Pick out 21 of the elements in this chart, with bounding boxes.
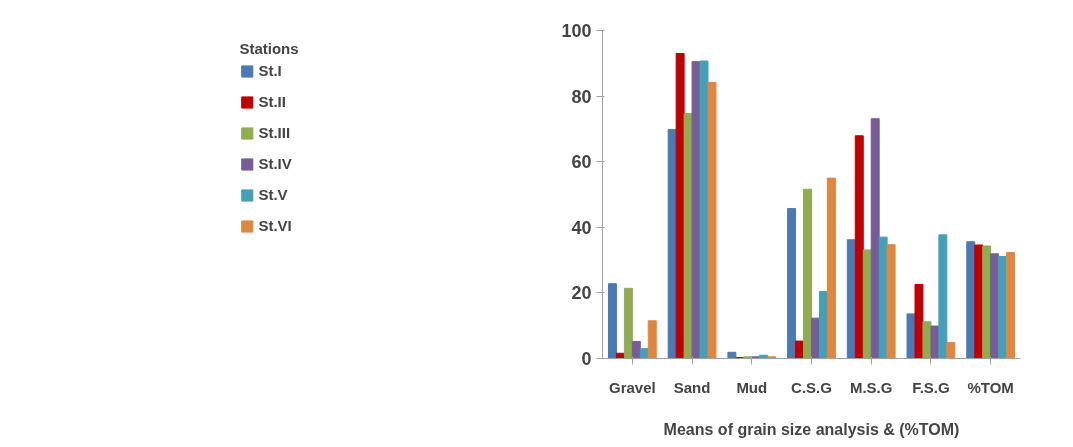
- x-tick-label: Gravel: [609, 378, 656, 396]
- legend-label: St.I: [258, 62, 282, 79]
- x-axis-title: Means of grain size analysis & (%TOM): [663, 420, 960, 438]
- x-tick-label: F.S.G: [912, 378, 950, 396]
- x-tick-label: M.S.G: [849, 378, 893, 396]
- y-tick-label: 0: [581, 349, 592, 369]
- legend-label: St.IV: [258, 155, 292, 172]
- legend-label: St.VI: [258, 217, 292, 234]
- y-tick-label: 20: [571, 283, 592, 304]
- x-tick-label: Mud: [736, 378, 768, 396]
- legend-label: St.II: [258, 93, 286, 110]
- x-tick-label: %TOM: [967, 378, 1014, 396]
- y-tick-label: 40: [571, 217, 592, 238]
- x-tick-label: Sand: [673, 378, 711, 396]
- legend-title: Stations: [239, 40, 299, 57]
- x-tick-label: C.S.G: [791, 378, 832, 396]
- legend-label: St.V: [258, 186, 288, 203]
- legend-label: St.III: [258, 124, 291, 141]
- y-tick-label: 80: [571, 86, 592, 107]
- y-tick-label: 60: [571, 152, 592, 173]
- y-tick-label: 100: [561, 21, 592, 41]
